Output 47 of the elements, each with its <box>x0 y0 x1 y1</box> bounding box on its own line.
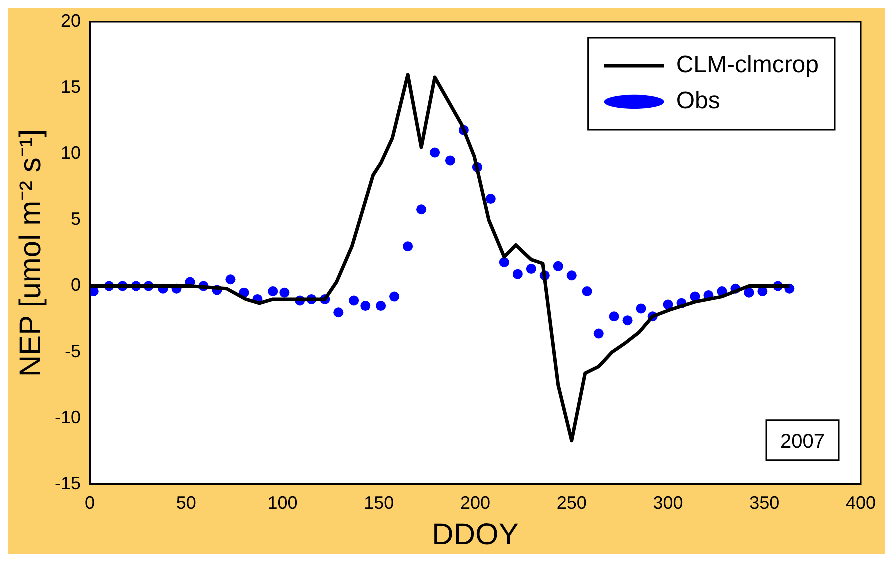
point <box>553 261 564 272</box>
y-tick-label: -15 <box>55 473 82 494</box>
x-tick-label: 350 <box>750 493 780 514</box>
point <box>376 301 386 312</box>
point <box>226 274 236 285</box>
x-tick-label: 300 <box>653 493 684 514</box>
point <box>349 296 360 306</box>
point <box>445 156 456 166</box>
x-tick-label: 250 <box>556 493 587 514</box>
point <box>334 308 344 318</box>
y-tick-label: 0 <box>71 275 82 296</box>
y-tick-label: 20 <box>60 10 82 31</box>
point <box>486 194 496 204</box>
point <box>622 316 633 326</box>
point <box>268 286 278 297</box>
point <box>499 257 510 268</box>
y-tick-label: 15 <box>60 77 82 98</box>
point <box>390 292 400 302</box>
point <box>594 328 604 339</box>
point <box>430 148 440 158</box>
legend-label: CLM-clmcrop <box>676 52 820 79</box>
x-tick-label: 100 <box>268 493 298 514</box>
x-tick-label: 0 <box>85 493 96 514</box>
point <box>663 300 674 310</box>
point <box>512 269 523 280</box>
point <box>526 264 536 274</box>
y-axis-title: NEP [umol m⁻² s⁻¹] <box>14 129 48 378</box>
point <box>360 301 371 312</box>
point <box>566 270 577 281</box>
x-tick-label: 50 <box>176 493 196 514</box>
point <box>636 304 646 314</box>
y-tick-label: -10 <box>55 407 82 428</box>
x-tick-label: 400 <box>846 493 876 514</box>
point <box>582 286 592 297</box>
annotation: 2007 <box>780 430 826 453</box>
point <box>416 204 427 215</box>
point <box>609 312 620 322</box>
y-tick-label: 10 <box>60 143 82 164</box>
x-tick-label: 150 <box>364 493 394 514</box>
y-tick-label: -5 <box>65 341 82 362</box>
x-tick-label: 200 <box>460 493 491 514</box>
legend-label: Obs <box>676 88 720 115</box>
x-axis-title: DDOY <box>432 518 519 552</box>
y-tick-label: 5 <box>71 209 82 230</box>
point <box>280 288 290 298</box>
point <box>744 288 754 298</box>
point <box>403 242 414 252</box>
